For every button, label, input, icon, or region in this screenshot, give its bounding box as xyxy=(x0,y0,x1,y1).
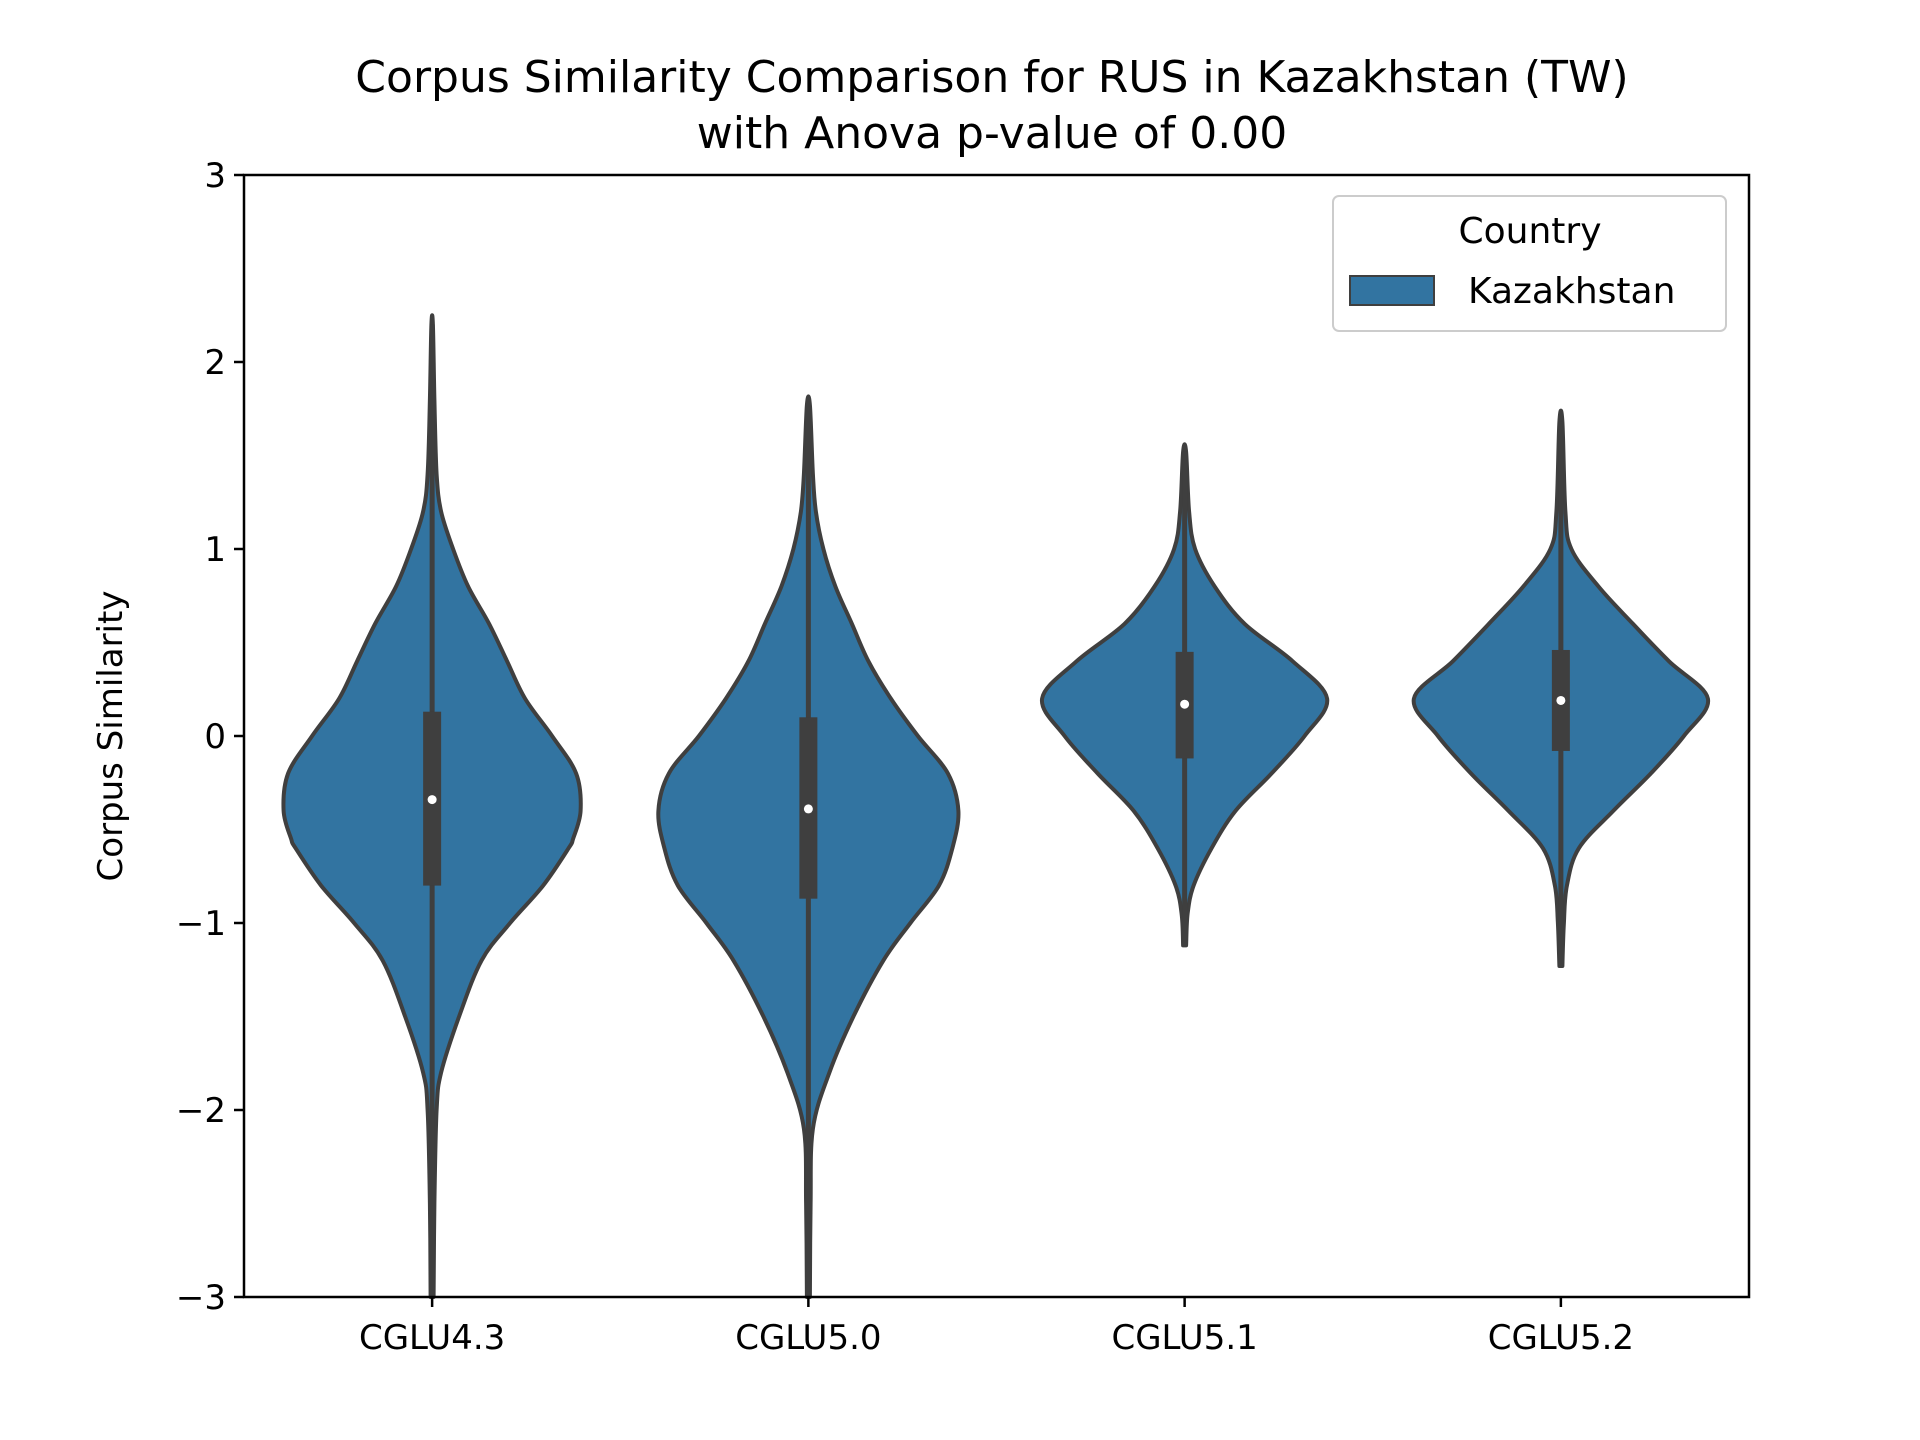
legend-title: Country xyxy=(1458,211,1601,252)
legend-entry-kazakhstan: Kazakhstan xyxy=(1468,271,1675,312)
violin-median-point xyxy=(427,795,437,805)
y-tick-label: −3 xyxy=(176,1278,226,1318)
violin-median-point xyxy=(1556,695,1566,705)
y-tick-label: 3 xyxy=(204,156,226,196)
violin-median-point xyxy=(803,804,813,814)
y-axis-label: Corpus Similarity xyxy=(91,591,131,882)
y-tick-label: −1 xyxy=(176,904,226,944)
chart-title: Corpus Similarity Comparison for RUS in … xyxy=(355,52,1628,103)
y-tick-label: 0 xyxy=(204,717,226,757)
y-axis-ticks: −3 −2 −1 0 1 2 3 xyxy=(176,156,244,1318)
y-tick-label: −2 xyxy=(176,1091,226,1131)
legend: Country Kazakhstan xyxy=(1332,195,1727,332)
plot-area-frame xyxy=(242,173,1751,1299)
legend-swatch-kazakhstan xyxy=(1349,275,1435,306)
x-tick-label: CGLU5.0 xyxy=(735,1318,881,1358)
chart-subtitle: with Anova p-value of 0.00 xyxy=(697,108,1287,159)
violin-median-point xyxy=(1180,699,1190,709)
y-tick-label: 2 xyxy=(204,343,226,383)
x-tick-label: CGLU4.3 xyxy=(359,1318,505,1358)
y-tick-label: 1 xyxy=(204,530,226,570)
violin-group xyxy=(281,313,1710,1299)
x-tick-label: CGLU5.1 xyxy=(1111,1318,1257,1358)
x-axis-ticks: CGLU4.3 CGLU5.0 CGLU5.1 CGLU5.2 xyxy=(359,1297,1634,1358)
x-tick-label: CGLU5.2 xyxy=(1488,1318,1634,1358)
